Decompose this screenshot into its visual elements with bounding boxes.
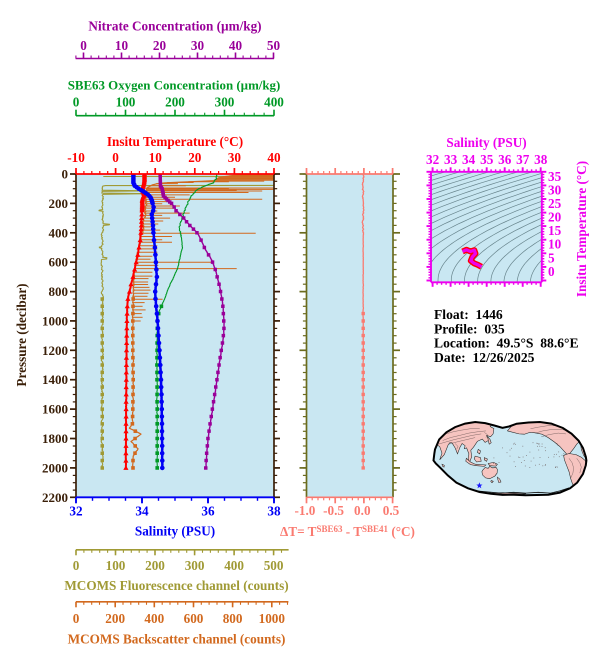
svg-text:-0.5: -0.5 (323, 503, 344, 518)
svg-text:0: 0 (73, 95, 80, 110)
svg-text:600: 600 (184, 611, 204, 626)
svg-text:0: 0 (62, 167, 69, 182)
svg-text:0: 0 (80, 38, 87, 53)
svg-text:32: 32 (426, 152, 440, 167)
svg-text:10: 10 (149, 150, 163, 165)
svg-text:MCOMS Fluorescence channel (co: MCOMS Fluorescence channel (counts) (64, 578, 288, 593)
svg-text:Insitu Temperature (°C): Insitu Temperature (°C) (107, 134, 243, 149)
svg-text:0: 0 (112, 150, 119, 165)
svg-text:MCOMS Backscatter channel (cou: MCOMS Backscatter channel (counts) (68, 632, 286, 647)
svg-text:Float: 1446: Float: 1446 (434, 307, 503, 322)
svg-text:36: 36 (201, 504, 215, 519)
svg-text:0.5: 0.5 (383, 503, 400, 518)
svg-text:600: 600 (49, 255, 69, 270)
svg-text:-10: -10 (67, 150, 85, 165)
svg-text:ΔT= TSBE63 - TSBE41 (°C): ΔT= TSBE63 - TSBE41 (°C) (280, 524, 415, 539)
svg-text:50: 50 (267, 38, 281, 53)
svg-text:5: 5 (548, 250, 555, 265)
svg-text:Nitrate Concentration (µm/kg): Nitrate Concentration (µm/kg) (88, 19, 261, 34)
svg-text:34: 34 (135, 504, 149, 519)
svg-text:100: 100 (106, 558, 126, 573)
svg-text:200: 200 (145, 558, 165, 573)
svg-text:Salinity (PSU): Salinity (PSU) (135, 524, 215, 539)
svg-text:40: 40 (267, 150, 281, 165)
svg-text:25: 25 (548, 196, 562, 211)
svg-text:1400: 1400 (42, 372, 68, 387)
svg-text:30: 30 (191, 38, 205, 53)
svg-text:20: 20 (188, 150, 202, 165)
svg-text:200: 200 (49, 196, 69, 211)
svg-text:200: 200 (165, 95, 185, 110)
svg-text:0: 0 (548, 264, 555, 279)
svg-text:30: 30 (228, 150, 242, 165)
svg-text:-1.0: -1.0 (294, 503, 315, 518)
svg-text:32: 32 (69, 504, 83, 519)
svg-text:Date: 12/26/2025: Date: 12/26/2025 (434, 350, 535, 365)
svg-text:2200: 2200 (42, 490, 68, 505)
svg-text:38: 38 (534, 152, 548, 167)
svg-text:SBE63 Oxygen Concentration (µm: SBE63 Oxygen Concentration (µm/kg) (68, 79, 281, 93)
svg-text:400: 400 (49, 225, 69, 240)
svg-text:15: 15 (548, 223, 562, 238)
svg-text:33: 33 (444, 152, 458, 167)
svg-text:37: 37 (516, 152, 530, 167)
svg-text:400: 400 (144, 611, 164, 626)
svg-text:Location: 49.5°S 88.6°E: Location: 49.5°S 88.6°E (434, 336, 579, 351)
svg-text:38: 38 (267, 504, 281, 519)
svg-text:1000: 1000 (42, 314, 68, 329)
svg-text:Insitu Temperature (°C): Insitu Temperature (°C) (574, 161, 589, 297)
svg-text:1000: 1000 (259, 611, 286, 626)
svg-text:300: 300 (185, 558, 205, 573)
svg-text:34: 34 (462, 152, 476, 167)
svg-text:0.0: 0.0 (354, 503, 371, 518)
svg-text:Pressure (decibar): Pressure (decibar) (14, 283, 29, 386)
svg-text:10: 10 (548, 237, 562, 252)
svg-text:0: 0 (73, 558, 80, 573)
svg-text:30: 30 (548, 182, 562, 197)
svg-text:35: 35 (480, 152, 494, 167)
svg-text:800: 800 (49, 284, 69, 299)
svg-text:100: 100 (116, 95, 136, 110)
svg-text:Profile: 035: Profile: 035 (434, 321, 505, 336)
svg-text:20: 20 (548, 210, 562, 225)
svg-text:35: 35 (548, 169, 562, 184)
svg-text:0: 0 (73, 611, 80, 626)
svg-text:20: 20 (153, 38, 167, 53)
svg-text:40: 40 (229, 38, 243, 53)
svg-text:10: 10 (115, 38, 129, 53)
svg-text:2000: 2000 (42, 460, 68, 475)
svg-text:1600: 1600 (42, 402, 68, 417)
svg-text:300: 300 (215, 95, 235, 110)
svg-text:200: 200 (105, 611, 125, 626)
svg-text:36: 36 (498, 152, 512, 167)
svg-text:1800: 1800 (42, 431, 68, 446)
svg-text:400: 400 (264, 95, 284, 110)
svg-text:400: 400 (224, 558, 244, 573)
svg-text:500: 500 (264, 558, 284, 573)
svg-text:800: 800 (223, 611, 243, 626)
svg-text:Salinity (PSU): Salinity (PSU) (446, 135, 526, 150)
svg-text:1200: 1200 (42, 343, 68, 358)
